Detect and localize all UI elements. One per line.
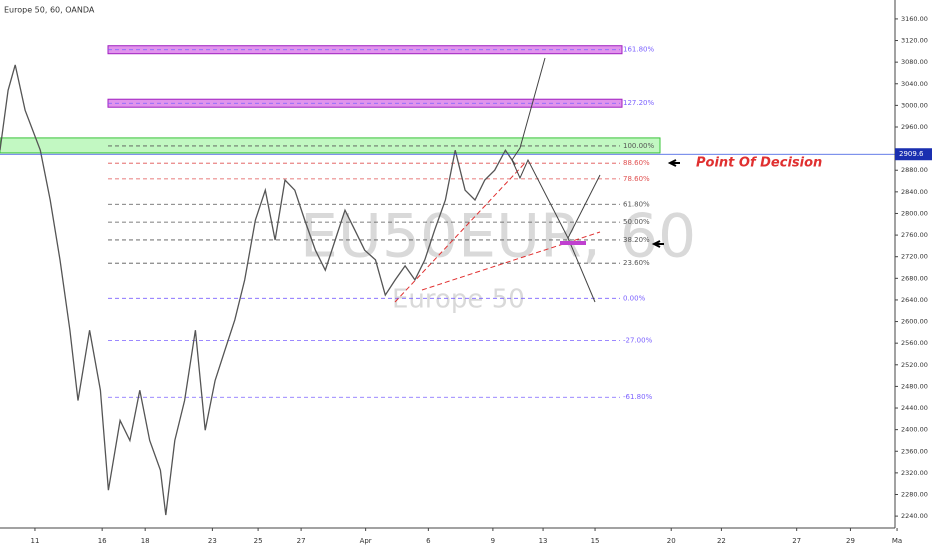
x-tick-label: 11: [30, 537, 39, 545]
x-tick-label: 13: [539, 537, 548, 545]
x-tick-label: 9: [491, 537, 495, 545]
fib-label: 100.00%: [623, 142, 654, 150]
x-tick-label: 6: [426, 537, 431, 545]
fib-label: 161.80%: [623, 46, 654, 54]
level-zone: [0, 137, 661, 154]
y-tick-label: 3040.00: [901, 80, 928, 88]
x-tick-label: 25: [254, 537, 263, 545]
x-tick-label: 18: [141, 537, 150, 545]
drawings: [394, 57, 680, 303]
y-tick-label: 2840.00: [901, 188, 928, 196]
fib-label: 0.00%: [623, 294, 646, 302]
y-tick-label: 2880.00: [901, 166, 928, 174]
y-tick-label: 2680.00: [901, 274, 928, 282]
y-tick-label: 2640.00: [901, 296, 928, 304]
x-tick-label: Apr: [360, 537, 372, 545]
y-tick-label: 2760.00: [901, 231, 928, 239]
x-tick-label: 22: [717, 537, 726, 545]
x-tick-label: 27: [792, 537, 801, 545]
fib-label: 88.60%: [623, 159, 650, 167]
y-tick-label: 2720.00: [901, 253, 928, 261]
price-line: [0, 64, 516, 516]
x-tick-label: 23: [208, 537, 217, 545]
y-tick-label: 2960.00: [901, 123, 928, 131]
y-tick-label: 2560.00: [901, 339, 928, 347]
y-tick-label: 2400.00: [901, 426, 928, 434]
x-axis-panel: [0, 528, 895, 550]
arrow-icon: [667, 159, 680, 167]
fib-label: 61.80%: [623, 200, 650, 208]
chart-title: Europe 50, 60, OANDA: [4, 6, 95, 15]
x-tick-label: 16: [98, 537, 107, 545]
fib-label: 23.60%: [623, 259, 650, 267]
fib-label: 50.00%: [623, 218, 650, 226]
projection-arrow: [511, 57, 546, 161]
y-tick-label: 2480.00: [901, 382, 928, 390]
x-tick-label: 20: [667, 537, 676, 545]
y-tick-label: 2600.00: [901, 318, 928, 326]
y-tick-label: 2320.00: [901, 469, 928, 477]
annotation: Point Of Decision: [696, 156, 822, 171]
watermark-symbol: EU50EUR, 60: [300, 202, 696, 272]
y-tick-label: 2360.00: [901, 447, 928, 455]
last-price-label: 2909.6: [899, 150, 924, 158]
fib-label: 38.20%: [623, 236, 650, 244]
x-tick-label: Ma: [892, 537, 902, 545]
y-tick-label: 3080.00: [901, 58, 928, 66]
y-tick-label: 2240.00: [901, 512, 928, 520]
watermark-name: Europe 50: [392, 285, 525, 315]
y-tick-label: 3120.00: [901, 37, 928, 45]
y-tick-label: 3000.00: [901, 101, 928, 109]
projection-arrow: [511, 158, 601, 240]
fib-label: 127.20%: [623, 99, 654, 107]
y-axis-panel: [895, 0, 932, 550]
y-tick-label: 3160.00: [901, 15, 928, 23]
projection-arrow: [567, 237, 596, 303]
y-tick-label: 2440.00: [901, 404, 928, 412]
x-tick-label: 15: [591, 537, 600, 545]
marker: [560, 241, 586, 245]
arrow-icon: [651, 240, 664, 248]
y-tick-label: 2520.00: [901, 361, 928, 369]
y-tick-label: 2800.00: [901, 209, 928, 217]
x-tick-label: 27: [297, 537, 306, 545]
fib-label: 78.60%: [623, 175, 650, 183]
fib-label: -61.80%: [623, 393, 653, 401]
last-price-tag: [895, 148, 932, 161]
fib-label: -27.00%: [623, 336, 653, 344]
y-tick-label: 2280.00: [901, 490, 928, 498]
x-tick-label: 29: [846, 537, 855, 545]
